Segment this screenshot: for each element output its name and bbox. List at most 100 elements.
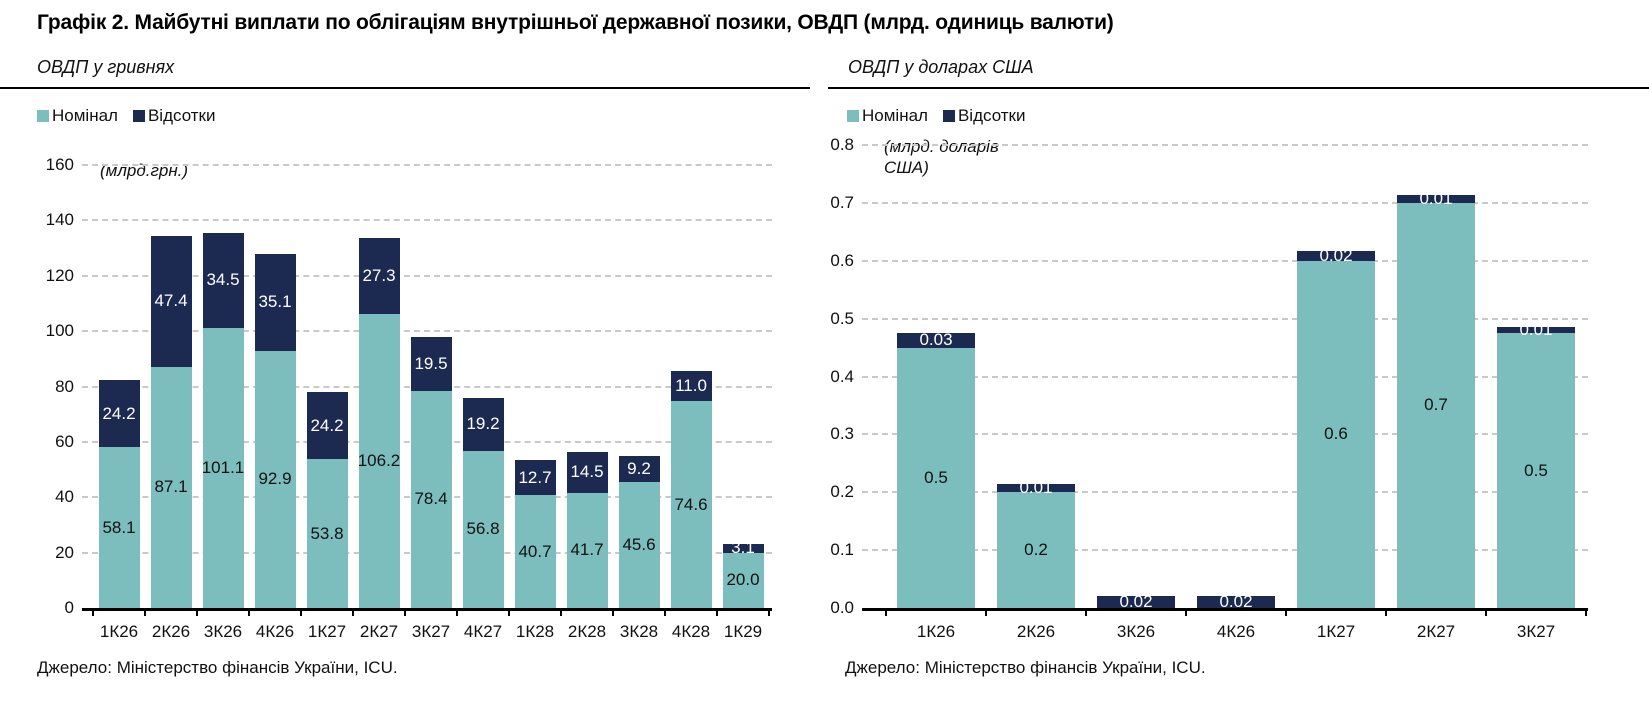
legend-swatch-nominal [37, 110, 49, 122]
bar-value-label-interest: 24.2 [102, 403, 136, 423]
x-axis-line [82, 608, 772, 611]
bar-value-label-nominal: 101.1 [201, 458, 245, 478]
bar-value-label-nominal: 0.2 [1024, 540, 1048, 560]
y-axis-label: 80 [55, 376, 74, 396]
legend-swatch-interest [942, 110, 955, 122]
y-axis-label: 140 [45, 210, 74, 230]
bar-segment-nominal [514, 495, 556, 608]
bar-value-label-nominal: 92.9 [258, 469, 292, 489]
bar-value-label-nominal: 41.7 [570, 540, 604, 560]
x-axis-line [862, 608, 1588, 611]
x-axis-category-label: 3К27 [411, 622, 451, 641]
bar-segment-nominal [358, 313, 400, 608]
axis-tick [92, 611, 94, 616]
x-axis-category-label: 1К28 [515, 622, 555, 641]
bar-segment-interest [997, 483, 1075, 493]
x-axis-category-label: 4К26 [255, 622, 295, 641]
axis-tick [560, 611, 562, 616]
x-axis-category-label: 1К29 [723, 622, 763, 641]
x-axis-category-label: 2К26 [1016, 622, 1056, 641]
axis-tick [885, 611, 887, 616]
bar-value-label-interest: 0.02 [1219, 592, 1253, 612]
bar-segment-nominal [618, 481, 660, 608]
bar-value-label-interest: 19.2 [466, 414, 500, 434]
bar-value-label-nominal: 58.1 [102, 517, 136, 537]
axis-tick [1485, 611, 1487, 616]
x-axis-category-label: 2К27 [359, 622, 399, 641]
y-axis-label: 60 [55, 431, 74, 451]
bar-segment-interest [98, 380, 140, 448]
bar-segment-interest [410, 336, 452, 391]
axis-tick [508, 611, 510, 616]
bar-value-label-nominal: 78.4 [414, 489, 448, 509]
source-note-uah: Джерело: Міністерство фінансів України, … [37, 658, 398, 677]
bar-value-label-nominal: 20.0 [726, 570, 760, 590]
gridline [82, 219, 772, 222]
y-axis-label: 0.0 [830, 598, 854, 617]
x-axis-category-label: 1К26 [99, 622, 139, 641]
bar-segment-nominal [202, 328, 244, 608]
x-axis-category-label: 3К26 [1116, 622, 1156, 641]
bar-value-label-interest: 35.1 [258, 292, 292, 312]
x-axis-category-label: 4К26 [1216, 622, 1256, 641]
bar-segment-nominal [566, 492, 608, 608]
legend-label-nominal: Номінал [52, 106, 118, 125]
x-axis-category-label: 1К27 [1316, 622, 1356, 641]
bar-segment-interest [670, 370, 712, 402]
axis-tick [1585, 611, 1587, 616]
gridline [862, 317, 1588, 320]
bar-segment-interest [722, 544, 764, 553]
bar-segment-nominal [254, 350, 296, 608]
gridline [862, 259, 1588, 262]
bar-value-label-nominal: 87.1 [154, 477, 188, 497]
axis-tick [456, 611, 458, 616]
y-axis-label: 0.1 [830, 540, 854, 560]
gridline [862, 491, 1588, 494]
legend-label-interest: Відсотки [957, 106, 1026, 125]
legend-uah: Номінал Відсотки [37, 106, 216, 126]
bar-segment-nominal [410, 390, 452, 608]
bar-value-label-interest: 0.02 [1319, 245, 1353, 265]
bar-segment-interest [514, 460, 556, 496]
y-axis-label: 120 [45, 265, 74, 285]
x-axis-category-label: 3К26 [203, 622, 243, 641]
bar-value-label-nominal: 56.8 [466, 519, 500, 539]
gridline [82, 164, 772, 166]
y-axis-label: 100 [45, 321, 74, 341]
gridline [862, 201, 1588, 204]
legend-swatch-nominal [847, 110, 859, 122]
x-axis-category-label: 1К27 [307, 622, 347, 641]
axis-tick [716, 611, 718, 616]
bar-segment-interest [1297, 250, 1375, 261]
gridline [82, 274, 772, 277]
axis-unit-label-usd: (млрд. доларів США) [884, 137, 999, 177]
bar-value-label-interest: 11.0 [675, 376, 707, 396]
y-axis-label: 0.8 [830, 135, 854, 154]
bar-value-label-nominal: 106.2 [357, 450, 401, 470]
bar-value-label-nominal: 40.7 [518, 541, 552, 561]
bar-value-label-interest: 0.01 [1419, 188, 1453, 208]
gridline [862, 433, 1588, 436]
x-axis-category-label: 3К27 [1516, 622, 1556, 641]
bar-value-label-interest: 14.5 [570, 462, 604, 482]
bar-value-label-interest: 34.5 [206, 270, 240, 290]
bar-value-label-interest: 24.2 [310, 415, 344, 435]
source-note-usd: Джерело: Міністерство фінансів України, … [845, 658, 1206, 677]
chart-subtitle-usd: ОВДП у доларах США [848, 57, 1034, 77]
bar-segment-nominal [897, 347, 975, 608]
bar-segment-interest [1197, 596, 1275, 608]
gridline [862, 549, 1588, 552]
x-axis-category-label: 4К28 [671, 622, 711, 641]
bar-segment-nominal [997, 492, 1075, 608]
legend-label-nominal: Номінал [862, 106, 928, 125]
axis-tick [985, 611, 987, 616]
bar-segment-nominal [722, 552, 764, 608]
page-title: Графік 2. Майбутні виплати по облігаціям… [37, 11, 1114, 34]
legend-usd: Номінал Відсотки [847, 106, 1026, 126]
axis-tick [664, 611, 666, 616]
y-axis-label: 40 [55, 487, 74, 507]
y-axis-label: 0.3 [830, 424, 854, 444]
bar-value-label-interest: 12.7 [518, 467, 552, 487]
bar-segment-interest [1097, 596, 1175, 608]
